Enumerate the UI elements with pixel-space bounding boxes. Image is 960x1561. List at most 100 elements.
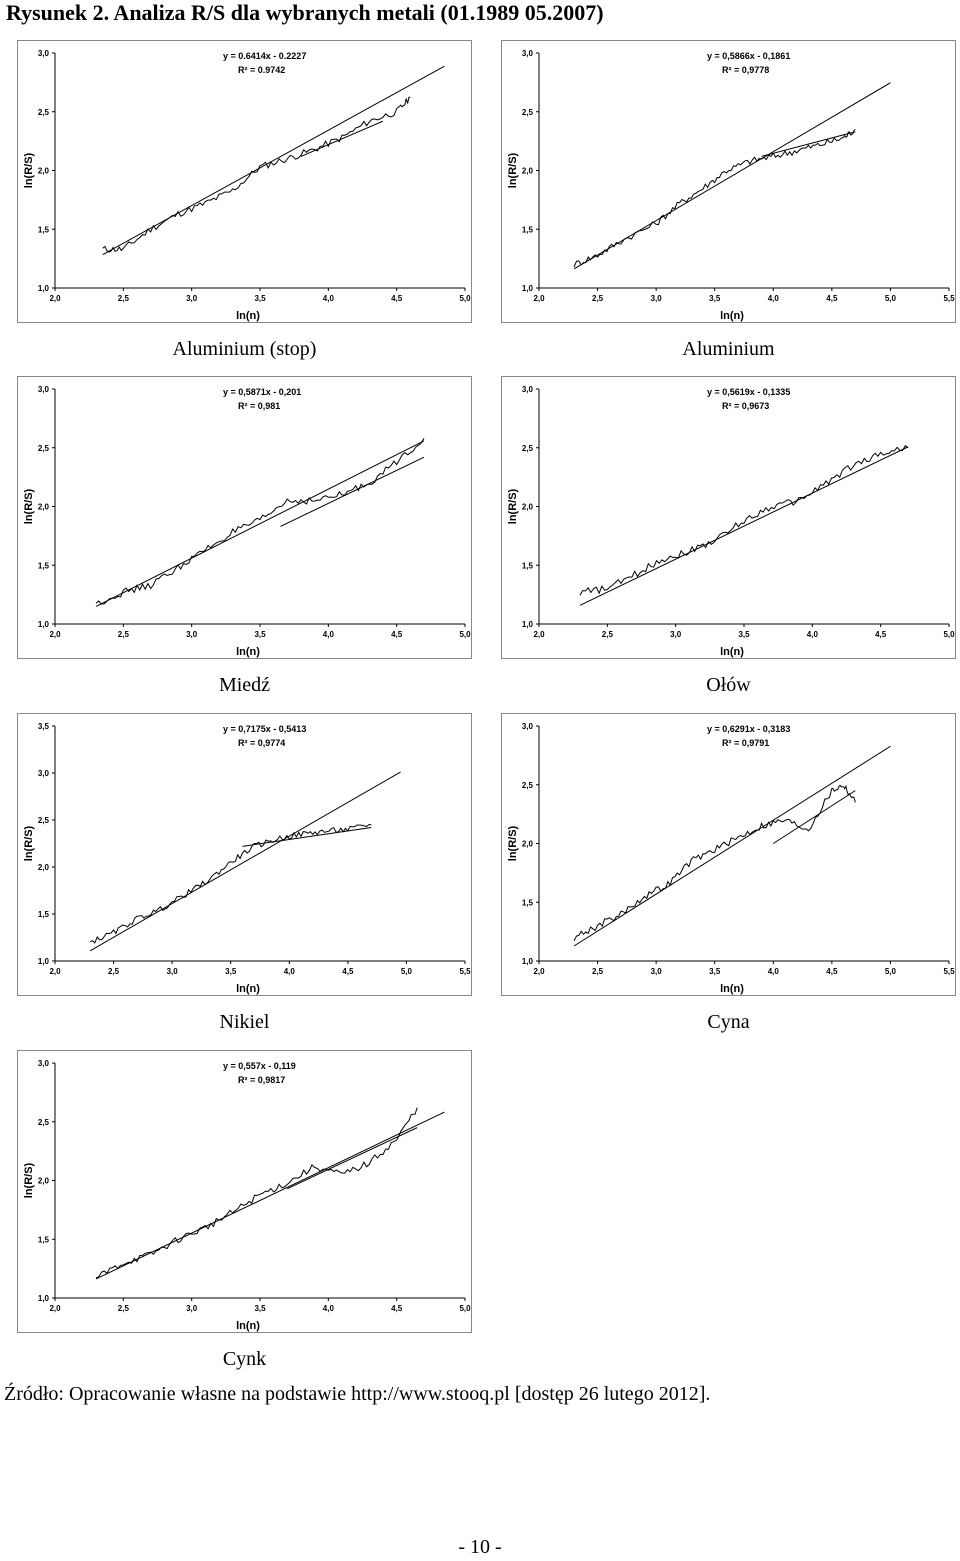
trend-line [579, 446, 909, 606]
chart-panel: 1,0 1,5 2,0 2,5 3,0 2,0 2,5 3,0 3,5 4,0 4,5 5,0 ln(n… [17, 1050, 472, 1333]
secondary-trend-line [773, 790, 856, 844]
x-tick-label: 2,0 [49, 967, 61, 976]
y-tick-label: 2,5 [38, 108, 50, 117]
x-tick-label: 4,0 [323, 294, 335, 303]
x-axis-label: ln(n) [720, 983, 744, 995]
y-tick-label: 1,0 [38, 284, 50, 293]
r-squared: R² = 0,9673 [722, 401, 769, 411]
trend-line [89, 771, 401, 952]
r-squared: R² = 0,981 [238, 401, 280, 411]
trend-line [95, 440, 425, 607]
y-tick-label: 2,5 [38, 444, 50, 453]
x-tick-label: 3,0 [651, 294, 663, 303]
x-tick-label: 5,5 [943, 967, 955, 976]
y-tick-label: 2,0 [38, 1177, 50, 1186]
x-tick-label: 4,0 [807, 630, 819, 639]
x-axis-label: ln(n) [720, 310, 744, 322]
x-tick-label: 5,5 [943, 294, 955, 303]
chart-caption: Cynk [222, 1348, 267, 1370]
x-tick-label: 5,0 [885, 967, 897, 976]
y-tick-label: 2,5 [38, 1118, 50, 1127]
y-tick-label: 1,5 [38, 225, 50, 234]
chart-panel: 1,0 1,5 2,0 2,5 3,0 2,0 2,5 3,0 3,5 4,0 4,5 5,0 ln(n… [17, 40, 472, 323]
x-tick-label: 2,5 [118, 294, 130, 303]
x-tick-label: 5,0 [459, 294, 471, 303]
x-tick-label: 5,0 [459, 1304, 471, 1313]
x-tick-label: 2,5 [118, 1304, 130, 1313]
secondary-trend-line [287, 1127, 418, 1190]
trend-line [95, 1111, 445, 1280]
secondary-trend-line [761, 131, 856, 157]
x-tick-label: 2,5 [592, 967, 604, 976]
x-tick-label: 5,0 [885, 294, 897, 303]
y-axis-label: ln(R/S) [507, 488, 519, 524]
figure-title: Rysunek 2. Analiza R/S dla wybranych met… [6, 0, 604, 25]
series-line [573, 129, 856, 268]
page-number: - 10 - [458, 1536, 502, 1558]
x-tick-label: 4,0 [768, 967, 780, 976]
chart-panel: 1,0 1,5 2,0 2,5 3,0 2,0 2,5 3,0 3,5 4,0 4,5 5,0 ln(n… [17, 376, 472, 659]
r-squared: R² = 0,9791 [722, 738, 769, 748]
y-tick-label: 1,0 [38, 620, 50, 629]
chart-caption: Nikiel [219, 1011, 270, 1033]
x-tick-label: 3,0 [167, 967, 179, 976]
trend-equation: y = 0,7175x - 0,5413 [223, 724, 306, 734]
y-tick-label: 1,0 [522, 957, 534, 966]
y-tick-label: 1,0 [38, 1294, 50, 1303]
x-tick-label: 4,5 [391, 294, 403, 303]
y-tick-label: 2,5 [522, 444, 534, 453]
trend-equation: y = 0,5619x - 0,1335 [707, 387, 790, 397]
x-tick-label: 3,5 [225, 967, 237, 976]
x-tick-label: 3,5 [254, 1304, 266, 1313]
y-tick-label: 3,0 [38, 769, 50, 778]
chart-caption: Cyna [707, 1011, 750, 1033]
trend-equation: y = 0,557x - 0,119 [223, 1061, 296, 1071]
x-tick-label: 4,0 [284, 967, 296, 976]
x-tick-label: 5,5 [459, 967, 471, 976]
chart-caption: Aluminium (stop) [172, 338, 317, 360]
x-tick-label: 4,0 [323, 1304, 335, 1313]
chart-caption: Miedź [218, 674, 271, 696]
trend-line [573, 745, 891, 947]
x-tick-label: 4,5 [391, 630, 403, 639]
x-tick-label: 4,5 [391, 1304, 403, 1313]
x-tick-label: 4,5 [342, 967, 354, 976]
x-axis-label: ln(n) [720, 646, 744, 658]
x-tick-label: 3,5 [709, 294, 721, 303]
r-squared: R² = 0,9778 [722, 65, 769, 75]
x-tick-label: 5,0 [401, 967, 413, 976]
series-line [89, 824, 372, 944]
y-tick-label: 1,5 [38, 561, 50, 570]
chart-caption: Ołów [706, 674, 751, 696]
x-tick-label: 2,0 [533, 630, 545, 639]
x-tick-label: 3,5 [254, 630, 266, 639]
x-tick-label: 3,0 [651, 967, 663, 976]
secondary-trend-line [242, 827, 372, 847]
y-tick-label: 2,0 [38, 503, 50, 512]
r-squared: R² = 0.9742 [238, 65, 285, 75]
trend-equation: y = 0.6414x - 0.2227 [223, 51, 306, 61]
trend-line [102, 65, 445, 255]
x-tick-label: 2,0 [49, 294, 61, 303]
y-tick-label: 3,0 [38, 1059, 50, 1068]
x-tick-label: 2,5 [118, 630, 130, 639]
series-line [102, 96, 411, 253]
x-tick-label: 5,0 [459, 630, 471, 639]
y-tick-label: 3,0 [522, 49, 534, 58]
y-tick-label: 2,0 [522, 167, 534, 176]
y-tick-label: 2,0 [522, 503, 534, 512]
y-tick-label: 3,0 [522, 722, 534, 731]
x-axis-label: ln(n) [236, 310, 260, 322]
y-tick-label: 1,5 [38, 910, 50, 919]
x-tick-label: 3,5 [709, 967, 721, 976]
chart-svg: 1,0 1,5 2,0 2,5 3,0 2,0 2,5 3,0 3,5 4,0 4,5 5,0 ln(n… [23, 1059, 471, 1332]
series-line [573, 784, 856, 942]
x-axis-label: ln(n) [236, 1320, 260, 1332]
x-tick-label: 2,0 [49, 1304, 61, 1313]
y-axis-label: ln(R/S) [507, 825, 519, 861]
x-tick-label: 3,5 [254, 294, 266, 303]
y-tick-label: 1,0 [522, 620, 534, 629]
series-line [95, 1107, 418, 1279]
trend-equation: y = 0,6291x - 0,3183 [707, 724, 790, 734]
y-tick-label: 3,0 [522, 385, 534, 394]
